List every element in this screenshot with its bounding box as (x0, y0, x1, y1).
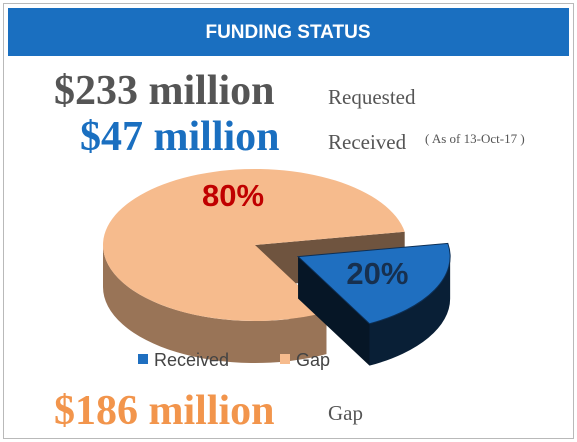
header-bar (8, 8, 569, 56)
pie-slice (296, 242, 451, 325)
slice-side (369, 256, 451, 366)
slice-side (103, 245, 327, 363)
received-label: Received (328, 130, 407, 154)
received-amount: $47 million (80, 114, 280, 160)
header-title: FUNDING STATUS (205, 22, 370, 43)
requested-label: Requested (328, 85, 416, 109)
slice-label: 20% (346, 256, 408, 291)
legend-label: Gap (296, 350, 330, 370)
legend-swatch (280, 354, 290, 364)
gap-label: Gap (328, 401, 363, 425)
legend-label: Received (154, 350, 229, 370)
slice-side (298, 256, 370, 366)
slice-label: 80% (202, 178, 264, 213)
date-note: ( As of 13-Oct-17 ) (425, 131, 525, 146)
legend-swatch (138, 354, 148, 364)
pie-slice (103, 169, 405, 321)
gap-amount: $186 million (54, 388, 275, 434)
pie-chart: 80% 20% Received Gap (103, 169, 451, 370)
requested-amount: $233 million (54, 68, 275, 114)
